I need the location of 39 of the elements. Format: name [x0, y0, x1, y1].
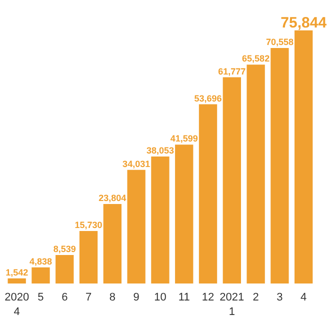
- data-label: 65,582: [242, 54, 270, 64]
- x-tick-label: 7: [85, 292, 92, 304]
- bar: [246, 64, 265, 284]
- x-tick-label: 11: [178, 292, 190, 304]
- data-label: 38,053: [146, 145, 174, 156]
- bar: [127, 170, 146, 284]
- x-tick-label: 5: [38, 292, 44, 304]
- bar: [175, 144, 194, 284]
- data-label: 23,804: [98, 193, 126, 204]
- x-tick-label: 4: [300, 292, 307, 304]
- data-label: 34,031: [122, 158, 150, 169]
- data-label: 8,539: [53, 244, 76, 254]
- data-label: 41,599: [170, 134, 198, 144]
- x-tick-label: 2020 4: [4, 292, 30, 318]
- data-label: 1,542: [6, 267, 28, 278]
- x-tick-label: 3: [276, 292, 283, 304]
- data-label: 75,844: [280, 14, 328, 32]
- data-label: 4,838: [29, 256, 52, 266]
- x-tick-label: 10: [154, 292, 166, 304]
- bar: [270, 48, 289, 284]
- data-label: 61,777: [218, 66, 246, 76]
- bar: [294, 30, 313, 284]
- x-tick-label: 12: [202, 292, 214, 304]
- bar: [103, 204, 122, 284]
- bar: [79, 230, 98, 284]
- bar: [222, 77, 241, 284]
- data-label: 53,696: [194, 93, 222, 104]
- bar: [198, 104, 218, 284]
- x-tick-label: 2021 1: [220, 292, 244, 318]
- x-tick-label: 2: [252, 292, 259, 304]
- data-label: 70,558: [266, 36, 294, 47]
- x-tick-label: 6: [62, 292, 68, 304]
- bar: [32, 267, 50, 284]
- bar: [8, 278, 26, 284]
- bar: [56, 255, 74, 284]
- bar: [151, 156, 170, 284]
- x-tick-label: 9: [133, 292, 140, 304]
- data-label: 15,730: [74, 220, 102, 230]
- x-tick-label: 8: [109, 292, 116, 304]
